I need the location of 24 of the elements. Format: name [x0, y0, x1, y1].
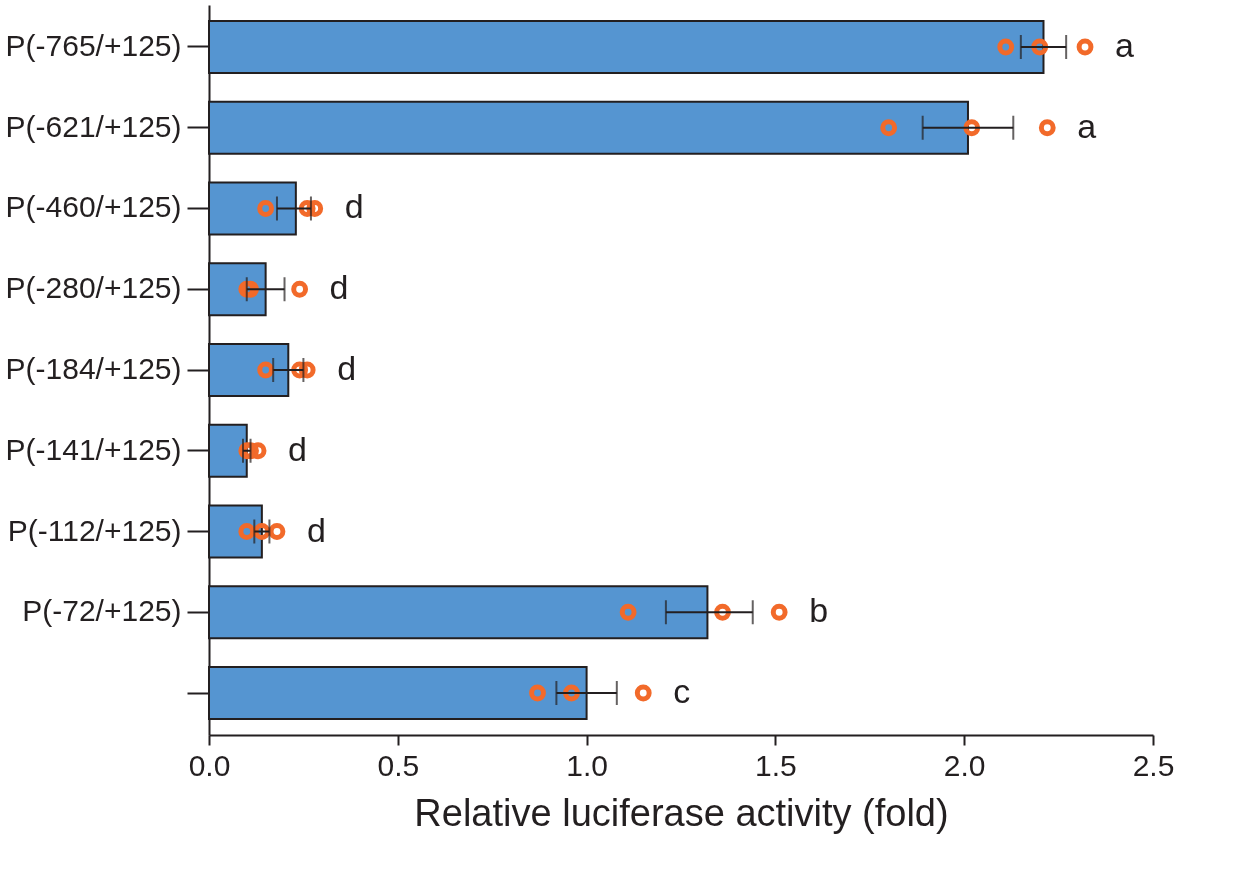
- annotation: b: [809, 591, 829, 630]
- annotation: d: [306, 510, 326, 549]
- annotation: d: [288, 429, 308, 468]
- x-tick-label: 1.5: [755, 748, 797, 782]
- x-tick-label: 2.0: [943, 748, 986, 782]
- annotation: c: [673, 672, 691, 711]
- y-tick-label: P(-141/+125): [5, 432, 182, 466]
- x-tick-label: 0.5: [377, 748, 420, 782]
- annotation: a: [1115, 25, 1135, 64]
- y-tick-label: P(-460/+125): [5, 190, 182, 224]
- x-tick-label: 0.0: [188, 748, 231, 782]
- y-tick-label: P(-184/+125): [5, 352, 182, 385]
- x-tick-label: 2.5: [1132, 748, 1175, 782]
- y-tick-label: P(-621/+125): [5, 109, 182, 143]
- annotation: d: [329, 268, 349, 307]
- y-tick-label: P(-72/+125): [22, 594, 182, 628]
- annotation: a: [1077, 106, 1097, 145]
- x-tick-label: 1.0: [566, 748, 608, 782]
- y-tick-label: P(-280/+125): [5, 271, 182, 305]
- y-tick-label: P(-765/+125): [5, 28, 182, 62]
- y-tick-label: P(-112/+125): [7, 513, 182, 547]
- x-axis-title: Relative luciferase activity (fold): [414, 791, 949, 834]
- annotation: d: [344, 187, 364, 226]
- annotation: d: [337, 349, 357, 387]
